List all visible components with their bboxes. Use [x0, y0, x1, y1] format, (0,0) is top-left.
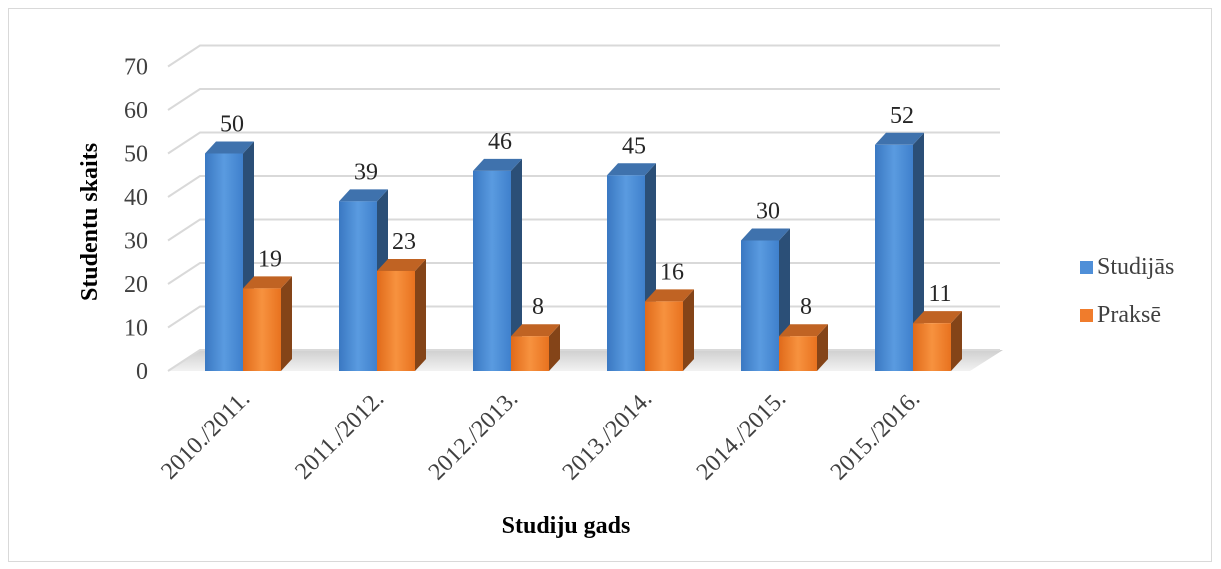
data-label: 45 — [622, 133, 646, 159]
gridline — [167, 131, 1000, 155]
legend-swatch-studijas — [1080, 261, 1093, 274]
legend-label-studijas: Studijās — [1097, 254, 1174, 280]
bar-top-face — [243, 276, 292, 289]
bar-front-face — [741, 240, 779, 371]
bar-top-face — [205, 141, 254, 154]
y-tick-label: 70 — [124, 55, 148, 81]
bar-front-face — [779, 336, 817, 371]
data-label: 50 — [220, 112, 244, 138]
bars — [205, 132, 962, 371]
y-tick-label: 40 — [124, 185, 148, 211]
bar-front-face — [607, 175, 645, 371]
data-label: 11 — [928, 281, 951, 307]
gridline — [167, 88, 1000, 111]
bar-side-face — [511, 158, 522, 371]
gridline — [167, 175, 1000, 198]
bar-side-face — [281, 276, 292, 371]
legend: Studijās Praksē — [1080, 254, 1174, 328]
y-axis-title: Studentu skaits — [77, 143, 103, 301]
data-label: 8 — [532, 294, 544, 320]
bar-studijas — [473, 158, 522, 371]
legend-label-prakse: Praksē — [1097, 302, 1161, 328]
data-label: 46 — [488, 129, 512, 155]
bar-front-face — [243, 288, 281, 371]
legend-item-prakse: Praksē — [1080, 302, 1161, 328]
bar-side-face — [817, 324, 828, 371]
gridline — [167, 262, 1000, 285]
bar-top-face — [645, 289, 694, 302]
x-tick-label: 2014./2015. — [692, 386, 791, 485]
gridline — [167, 218, 1000, 242]
bar-top-face — [511, 324, 560, 337]
x-tick-label: 2012./2013. — [424, 386, 523, 485]
bar-prakse — [779, 324, 828, 371]
data-label: 8 — [800, 294, 812, 320]
bar-front-face — [511, 336, 549, 371]
bar-top-face — [875, 132, 924, 145]
bar-side-face — [549, 324, 560, 371]
bar-top-face — [913, 311, 962, 324]
bar-top-face — [339, 189, 388, 202]
data-label: 19 — [258, 246, 282, 272]
gridline — [167, 305, 1000, 329]
bar-front-face — [339, 201, 377, 371]
data-label: 52 — [890, 103, 914, 129]
y-axis-ticks: 0 10 20 30 40 50 60 70 — [124, 55, 148, 386]
x-tick-label: 2013./2014. — [558, 386, 657, 485]
gridline — [167, 44, 1000, 68]
bar-front-face — [913, 323, 951, 371]
bar-front-face — [377, 270, 415, 371]
data-label: 16 — [660, 259, 684, 285]
bar-side-face — [683, 289, 694, 371]
bar-front-face — [645, 301, 683, 371]
bar-front-face — [875, 144, 913, 371]
bar-front-face — [473, 170, 511, 371]
y-tick-label: 30 — [124, 229, 148, 255]
bar-side-face — [951, 311, 962, 371]
bar-prakse — [913, 311, 962, 371]
bar-prakse — [511, 324, 560, 371]
bar-prakse — [645, 289, 694, 371]
data-label: 23 — [392, 229, 416, 255]
x-tick-label: 2010./2011. — [156, 386, 255, 485]
bar-top-face — [473, 158, 522, 171]
chart-frame — [8, 8, 1212, 562]
y-tick-label: 10 — [124, 316, 148, 342]
bar-top-face — [779, 324, 828, 337]
x-axis-ticks: 2010./2011. 2011./2012. 2012./2013. 2013./2… — [156, 386, 925, 485]
x-tick-label: 2015./2016. — [826, 386, 925, 485]
bar-top-face — [741, 228, 790, 241]
gridline — [167, 349, 1000, 372]
bar-top-face — [607, 163, 656, 176]
bar-side-face — [415, 258, 426, 371]
data-label: 30 — [756, 199, 780, 225]
data-label: 39 — [354, 159, 378, 185]
bar-prakse — [377, 258, 426, 371]
data-labels: 50 19 39 23 46 8 45 16 30 8 52 11 — [220, 103, 952, 320]
y-tick-label: 50 — [124, 142, 148, 168]
y-tick-label: 60 — [124, 98, 148, 124]
bar-top-face — [377, 258, 426, 271]
legend-swatch-prakse — [1080, 309, 1093, 322]
bar-studijas — [875, 132, 924, 371]
x-tick-label: 2011./2012. — [290, 386, 389, 485]
bar-prakse — [243, 276, 292, 371]
bar-side-face — [913, 132, 924, 371]
y-tick-label: 20 — [124, 272, 148, 298]
bar-front-face — [205, 153, 243, 371]
x-axis-title: Studiju gads — [502, 513, 631, 539]
y-tick-label: 0 — [136, 359, 148, 385]
legend-item-studijas: Studijās — [1080, 254, 1174, 280]
